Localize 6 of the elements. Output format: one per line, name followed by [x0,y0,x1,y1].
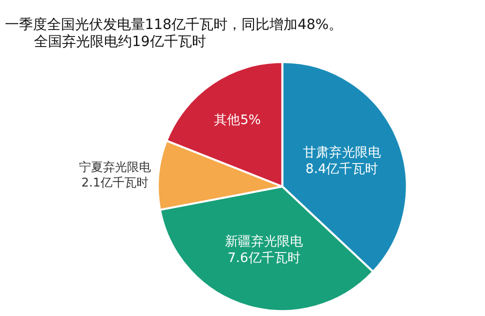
slice-label: 其他5% [214,113,261,128]
slice-label: 新疆弃光限电 7.6亿千瓦时 [224,233,303,266]
chart-title: 一季度全国光伏发电量118亿千瓦时，同比增加48%。 [4,16,343,33]
slice-label: 宁夏弃光限电 2.1亿千瓦时 [78,160,151,190]
chart-subtitle: 全国弃光限电约19亿千瓦时 [34,34,206,50]
slice-label: 甘肃弃光限电 8.4亿千瓦时 [302,144,381,178]
